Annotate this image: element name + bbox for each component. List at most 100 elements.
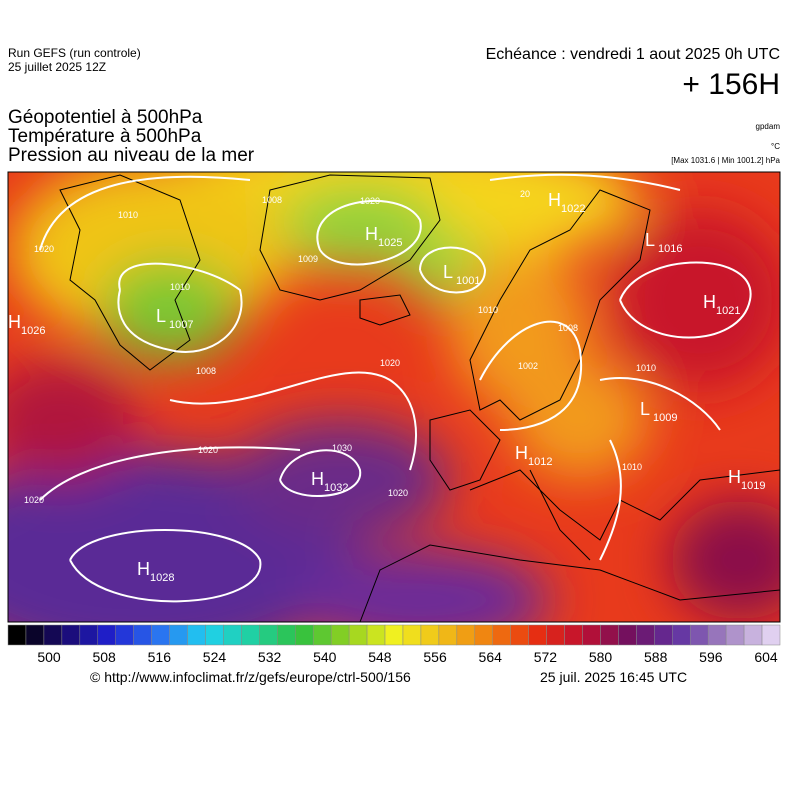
colorbar-label: 588 — [644, 649, 668, 665]
colorbar-label: 508 — [92, 649, 116, 665]
isobar-label: 1008 — [262, 195, 282, 205]
colorbar-label: 604 — [754, 649, 778, 665]
colorbar-swatch — [546, 624, 565, 646]
colorbar-swatch — [743, 624, 763, 646]
center-value: 1009 — [653, 412, 677, 424]
colorbar-swatch — [25, 624, 45, 646]
colorbar-label: 548 — [368, 649, 392, 665]
center-value: 1028 — [150, 572, 174, 584]
isobar-label: 1010 — [118, 210, 138, 220]
colorbar-label: 516 — [148, 649, 172, 665]
center-type: H — [728, 467, 741, 487]
unit-1: gpdam — [755, 122, 780, 131]
center-value: 1007 — [169, 319, 193, 331]
colorbar-swatch — [636, 624, 655, 646]
isobar-label: 1020 — [24, 495, 44, 505]
center-type: L — [640, 399, 650, 419]
colorbar-swatch — [259, 624, 278, 646]
colorbar-swatch — [582, 624, 601, 646]
colorbar-swatch — [654, 624, 673, 646]
colorbar-swatch — [528, 624, 547, 646]
title-2: Température à 500hPa — [8, 126, 202, 147]
center-value: 1026 — [21, 325, 45, 337]
colorbar-swatch — [43, 624, 63, 646]
isobar-label: 1010 — [170, 282, 190, 292]
colorbar-swatch — [492, 624, 511, 646]
map-frame — [7, 171, 781, 623]
colorbar-swatch — [295, 624, 314, 646]
colorbar-swatch — [151, 624, 170, 646]
colorbar-swatch — [61, 624, 81, 646]
isobar-label: 1008 — [558, 323, 578, 333]
colorbar-swatch — [366, 624, 386, 646]
colorbar-swatch — [761, 624, 781, 646]
isobar-label: 1010 — [622, 462, 642, 472]
colorbar-label: 564 — [479, 649, 503, 665]
run: Run GEFS (run controle) — [8, 46, 141, 60]
colorbar-swatch — [618, 624, 637, 646]
colorbar-label: 540 — [313, 649, 337, 665]
colorbar-swatch — [384, 624, 404, 646]
footer-stamp: 25 juil. 2025 16:45 UTC — [540, 669, 688, 685]
isobar-label: 20 — [520, 189, 530, 199]
isobar-label: 1020 — [388, 488, 408, 498]
center-value: 1001 — [456, 275, 480, 287]
echeance: Echéance : vendredi 1 aout 2025 0h UTC — [485, 46, 780, 63]
colorbar-swatch — [420, 624, 440, 646]
colorbar-label: 596 — [699, 649, 723, 665]
center-value: 1016 — [658, 243, 682, 255]
colorbar-label: 580 — [589, 649, 613, 665]
center-value: 1021 — [716, 305, 740, 317]
unit-2: °C — [771, 142, 780, 151]
title-1: Géopotentiel à 500hPa — [8, 107, 203, 128]
colorbar-swatch — [600, 624, 619, 646]
colorbar-swatch — [707, 624, 727, 646]
colorbar-swatch — [330, 624, 350, 646]
center-value: 1019 — [741, 480, 765, 492]
colorbar-swatch — [672, 624, 691, 646]
colorbar-swatch — [241, 624, 260, 646]
center-type: L — [645, 230, 655, 250]
colorbar-swatch — [7, 624, 27, 646]
isobars — [39, 173, 752, 603]
center-type: H — [137, 559, 150, 579]
colorbar-swatch — [689, 624, 709, 646]
colorbar-swatch — [402, 624, 422, 646]
colorbar-label: 500 — [37, 649, 61, 665]
colorbar-swatch — [312, 624, 332, 646]
center-type: H — [311, 469, 324, 489]
colorbar-swatch — [510, 624, 529, 646]
colorbar-swatch — [456, 624, 476, 646]
coastlines — [59, 174, 780, 622]
colorbar-label: 556 — [423, 649, 447, 665]
colorbar-swatch — [564, 624, 583, 646]
isobar-label: 1009 — [298, 254, 318, 264]
isobar-label: 1030 — [332, 443, 352, 453]
colorbar-swatch — [79, 624, 99, 646]
colorbar-swatch — [474, 624, 493, 646]
lead-time: + 156H — [682, 68, 780, 101]
colorbar-swatch — [348, 624, 368, 646]
title-3: Pression au niveau de la mer — [8, 145, 255, 166]
footer-url: © http://www.infoclimat.fr/z/gefs/europe… — [90, 669, 411, 685]
center-type: H — [365, 224, 378, 244]
unit-3: [Max 1031.6 | Min 1001.2] hPa — [671, 156, 780, 165]
run-date: 25 juillet 2025 12Z — [8, 60, 107, 74]
center-value: 1022 — [561, 203, 585, 215]
isobar-label: 1002 — [518, 361, 538, 371]
isobar-label: 1010 — [478, 305, 498, 315]
isobar-label: 1010 — [636, 363, 656, 373]
center-type: L — [443, 262, 453, 282]
center-type: L — [156, 306, 166, 326]
colorbar-label: 532 — [258, 649, 282, 665]
colorbar-swatch — [115, 624, 134, 646]
colorbar-swatch — [725, 624, 745, 646]
colorbar-swatch — [438, 624, 458, 646]
colorbar-label: 572 — [534, 649, 558, 665]
colorbar-label: 524 — [203, 649, 227, 665]
center-value: 1012 — [528, 456, 552, 468]
colorbar-swatch — [277, 624, 296, 646]
center-type: H — [703, 292, 716, 312]
